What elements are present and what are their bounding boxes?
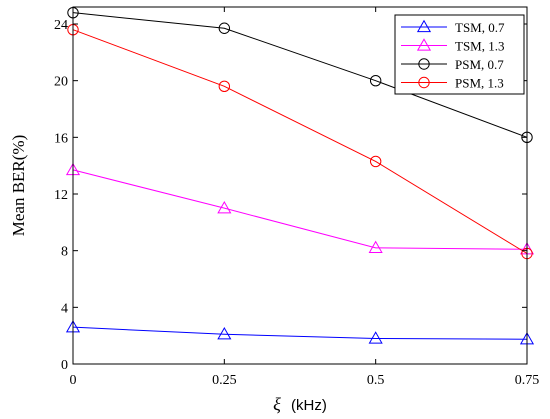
legend-item: PSM, 1.3 (401, 76, 504, 91)
x-axis-unit: (kHz) (291, 397, 327, 414)
legend-label: PSM, 1.3 (455, 76, 504, 91)
x-tick-label: 0.5 (367, 373, 385, 388)
legend-marker (416, 19, 432, 33)
y-axis-title: Mean BER(%) (9, 135, 28, 237)
y-tick-label: 12 (54, 188, 68, 203)
legend-label: TSM, 0.7 (455, 20, 505, 35)
data-point (218, 80, 231, 93)
data-point (218, 22, 231, 34)
x-tick-label: 0.75 (515, 373, 540, 388)
y-tick-label: 4 (61, 301, 68, 316)
plot-area-frame (72, 6, 528, 365)
y-tick-label: 16 (54, 131, 68, 146)
data-point (369, 155, 382, 168)
axis-ticks: 0 4 8 12 16 20 24 0 0.25 0.5 0.75 (54, 7, 539, 388)
legend-item: TSM, 1.3 (401, 38, 504, 54)
series-1 (65, 319, 535, 345)
series-line (72, 12, 528, 138)
y-tick-label: 20 (54, 75, 68, 90)
legend: TSM, 0.7 TSM, 1.3 PSM, 0.7 PSM, 1.3 (394, 14, 525, 95)
legend-box (394, 14, 525, 95)
series-layer (65, 6, 535, 345)
legend-item: TSM, 0.7 (401, 19, 505, 35)
y-tick-label: 8 (61, 245, 68, 260)
x-axis-title: ξ (kHz) (273, 394, 327, 414)
y-tick-label: 0 (61, 358, 68, 373)
legend-label: TSM, 1.3 (455, 39, 504, 54)
legend-item: PSM, 0.7 (401, 57, 504, 72)
legend-marker (418, 76, 430, 89)
series-line (72, 326, 528, 340)
data-point (368, 240, 383, 253)
series-3 (67, 6, 533, 144)
legend-marker (418, 58, 430, 70)
x-tick-label: 0.25 (212, 373, 237, 388)
y-tick-label: 24 (54, 18, 68, 33)
data-point (369, 74, 382, 87)
series-2 (65, 162, 535, 255)
series-line (72, 169, 528, 250)
x-tick-label: 0 (70, 373, 77, 388)
legend-label: PSM, 0.7 (455, 57, 504, 72)
legend-marker (416, 38, 432, 51)
series-line (72, 29, 528, 254)
data-point (217, 327, 232, 340)
x-axis-symbol: ξ (273, 394, 281, 414)
data-point (368, 331, 383, 344)
data-point (217, 200, 232, 214)
